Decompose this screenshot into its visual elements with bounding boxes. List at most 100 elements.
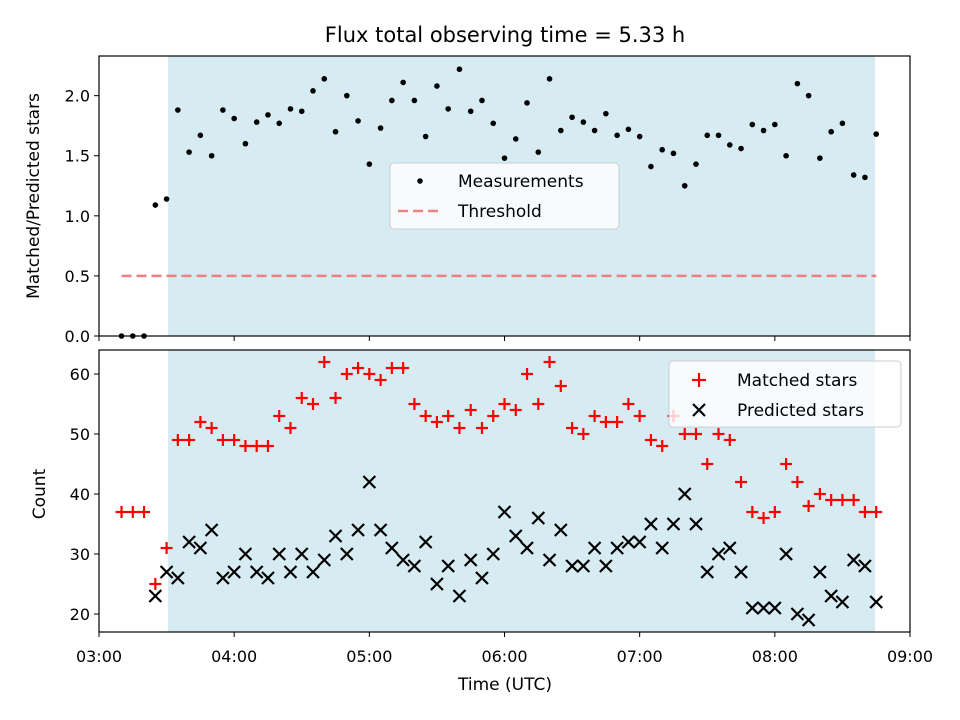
predicted-star-point [599, 559, 613, 573]
matched-star-point [149, 578, 162, 590]
bottom-x-tick-label: 07:00 [617, 647, 663, 666]
predicted-star-point [294, 547, 309, 561]
measurement-point [726, 142, 733, 148]
measurement-point [636, 133, 643, 140]
matched-star-point [295, 392, 308, 404]
measurement-point [738, 145, 744, 152]
predicted-star-point [340, 547, 354, 561]
legend-predicted-marker [692, 403, 706, 417]
measurement-point [794, 80, 801, 87]
matched-star-point [408, 398, 421, 410]
predicted-star-point [261, 571, 275, 585]
measurement-point [445, 106, 451, 112]
matched-star-point [228, 434, 241, 446]
measurement-point [648, 163, 654, 170]
measurement-point [321, 76, 328, 82]
matched-star-point [385, 362, 398, 374]
predicted-star-point [249, 565, 264, 579]
matched-star-point [825, 494, 838, 506]
measurement-point [152, 202, 159, 208]
matched-star-point [487, 410, 500, 422]
legend-threshold-label: Threshold [457, 202, 542, 222]
bottom-y-tick-label: 50 [70, 425, 90, 444]
measurement-point [535, 149, 542, 155]
predicted-star-point [858, 559, 872, 573]
matched-star-point [836, 494, 849, 506]
measurement-point [197, 132, 204, 139]
bottom-predicted-points [148, 475, 883, 627]
predicted-star-point [666, 517, 681, 531]
predicted-star-point [790, 607, 805, 621]
matched-star-point [757, 512, 770, 524]
top-x-axis-ticks [98, 336, 911, 341]
matched-star-point [802, 500, 815, 512]
predicted-star-point [644, 517, 658, 531]
matched-star-point [205, 422, 218, 434]
predicted-star-point [204, 523, 219, 537]
predicted-star-point [306, 565, 320, 579]
measurement-point [512, 136, 519, 142]
measurement-point [873, 131, 880, 137]
bottom-panel: 20 30 40 50 60 03:00 04:00 05:00 06:00 07:00 08:0… [30, 349, 933, 695]
predicted-star-point [486, 547, 501, 561]
predicted-star-point [734, 565, 748, 579]
predicted-star-point [227, 565, 241, 579]
predicted-star-point [159, 565, 174, 579]
matched-star-point [374, 374, 387, 386]
measurement-point [287, 106, 294, 112]
bottom-legend-box [668, 360, 902, 428]
predicted-star-point [216, 571, 230, 585]
predicted-star-point [418, 535, 433, 549]
predicted-star-point [328, 529, 343, 543]
predicted-star-point [430, 577, 444, 591]
predicted-star-point [407, 559, 422, 573]
bottom-x-axis-label: Time (UTC) [457, 675, 552, 695]
predicted-star-point [317, 553, 332, 567]
measurement-point [332, 128, 339, 135]
bottom-y-axis-label: Count [30, 468, 50, 519]
matched-star-point [430, 416, 443, 428]
predicted-star-point [655, 541, 669, 555]
matched-star-point [543, 356, 556, 368]
predicted-star-point [554, 523, 568, 537]
predicted-star-point [452, 589, 467, 603]
predicted-star-point [272, 547, 287, 561]
matched-star-point [363, 368, 376, 380]
measurement-point [625, 126, 632, 133]
measurement-point [456, 66, 463, 73]
bottom-y-tick-label: 30 [70, 545, 90, 564]
matched-star-point [780, 458, 793, 470]
measurement-point [355, 118, 361, 124]
predicted-star-point [238, 547, 253, 561]
bottom-x-tick-label: 04:00 [211, 647, 257, 666]
matched-star-point [442, 410, 455, 422]
matched-star-point [588, 410, 601, 422]
measurement-point [298, 108, 305, 115]
predicted-star-point [722, 541, 737, 555]
measurement-point [479, 97, 485, 104]
measurement-point [163, 196, 170, 202]
measurement-point [828, 128, 834, 135]
matched-star-point [577, 428, 590, 440]
measurement-point [760, 127, 767, 134]
predicted-star-point [497, 505, 512, 519]
predicted-star-point [396, 553, 410, 567]
predicted-star-point [677, 487, 692, 501]
top-legend: Measurements Threshold [389, 162, 620, 230]
top-y-tick-label: 0.0 [65, 327, 90, 346]
measurement-point [772, 121, 778, 128]
measurement-point [580, 119, 587, 125]
matched-star-point [644, 434, 657, 446]
predicted-star-point [610, 541, 624, 555]
measurement-point [310, 88, 316, 94]
bottom-x-tick-label: 08:00 [752, 647, 798, 666]
predicted-star-point [351, 523, 365, 537]
matched-star-point [329, 392, 342, 404]
matched-star-point [250, 440, 263, 452]
matched-star-point [768, 506, 781, 518]
matched-star-point [126, 506, 139, 518]
top-y-axis-label: Matched/Predicted stars [24, 93, 44, 299]
matched-star-point [858, 506, 871, 518]
matched-star-point [633, 410, 646, 422]
matched-star-point [622, 398, 635, 410]
